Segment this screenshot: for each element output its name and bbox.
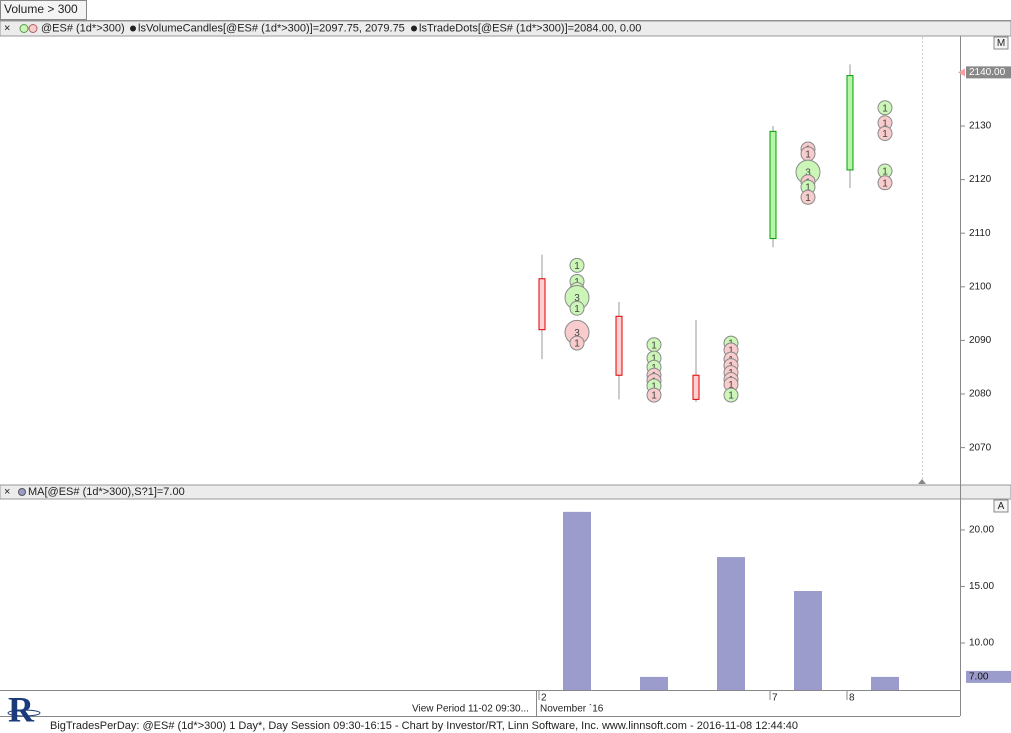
x-tick-label: 8 [849,693,855,704]
bar [717,557,745,690]
trade-dot-label: 1 [651,382,657,393]
icon [19,24,29,33]
view-period: View Period 11-02 09:30... [412,704,529,715]
trade-dot [646,387,662,403]
candle-body [615,315,623,376]
icon [411,25,417,32]
trade-dot [723,387,739,403]
close-icon[interactable]: × [4,22,10,34]
trade-dot-label: 1 [805,183,811,194]
trade-dot-label: 1 [574,304,580,315]
header-text: lsTradeDots[@ES# (1d*>300)]=2084.00, 0.0… [419,22,641,34]
trade-dot [877,175,893,191]
tab[interactable] [0,0,87,20]
bar [871,676,899,690]
trade-dot-label: 1 [728,346,734,357]
y-tick-label: 20.00 [969,525,994,536]
close-icon[interactable]: × [4,486,10,498]
x-tick-label: 7 [772,693,778,704]
y-tick-label: 2120 [969,174,992,185]
marker [918,479,926,484]
last-value-arrow [958,68,965,77]
trade-dot-label: 1 [651,340,657,351]
trade-dot-label: 1 [882,103,888,114]
y-tick-label: 2090 [969,335,992,346]
bar [563,511,591,690]
trade-dot-label: 3 [574,293,580,304]
bar [794,590,822,690]
trade-dot-label: 1 [805,150,811,161]
icon [18,488,26,496]
trade-dot-label: 1 [651,354,657,365]
candle-body [769,130,777,240]
candle-body [538,278,546,331]
candle-body [846,75,854,171]
y-axis: 10.00 15.00 20.00 7.00 [960,525,1011,683]
trade-dot-label: 1 [651,391,657,402]
pane-button[interactable] [993,36,1009,50]
y-tick-label: 2080 [969,389,992,400]
pane-button-label: M [997,38,1005,49]
trade-dot-label: 1 [882,178,888,189]
month-label: November `16 [540,703,604,715]
last-value-label: 7.00 [969,672,989,683]
pane-header [0,20,1011,37]
pane-header [0,484,1011,500]
y-axis: 207020802090210021102120213021402140.00 [958,66,1011,453]
trade-dot-label: 1 [728,380,734,391]
trade-dot-label: 3 [574,328,580,339]
trade-dot-label: 1 [805,193,811,204]
trade-dot [569,335,585,351]
trade-dot-label: 1 [882,118,888,129]
y-tick-label: 2130 [969,121,992,132]
tab-label: Volume > 300 [4,2,78,16]
trade-dot-label: 1 [882,167,888,178]
header-text: lsVolumeCandles[@ES# (1d*>300)]=2097.75,… [138,22,405,34]
pane-button-label: A [998,501,1005,512]
icon [28,24,38,33]
header-text: MA[@ES# (1d*>300),S?1]=7.00 [28,486,185,498]
footer: BigTradesPerDay: @ES# (1d*>300) 1 Day*, … [50,720,798,732]
y-tick-label: 2110 [969,228,991,239]
candle-body [692,374,700,400]
logo: R [7,689,41,729]
trade-dot [800,189,816,205]
bar [640,676,668,690]
last-value-box [966,66,1011,79]
x-tick-label: 2 [541,693,547,704]
trade-dot-label: 1 [574,339,580,350]
y-tick-label: 2100 [969,281,992,292]
y-tick-label: 10.00 [969,638,994,649]
trade-dot [877,100,893,116]
header-text: @ES# (1d*>300) [41,22,125,34]
trade-dot-label: 1 [728,391,734,402]
trade-dot-label: 3 [805,168,811,179]
pane-button[interactable] [993,499,1009,513]
svg-text:R: R [8,689,35,729]
icon [130,25,136,32]
y-tick-label: 2070 [969,442,992,453]
trade-dot-label: 1 [882,129,888,140]
trade-dot [569,300,585,316]
last-value-box [966,670,1011,683]
trade-dot [877,125,893,141]
y-tick-label: 15.00 [969,581,994,592]
trade-dot-label: 1 [574,261,580,272]
trade-dot [569,257,585,273]
last-value-label: 2140.00 [969,67,1006,78]
